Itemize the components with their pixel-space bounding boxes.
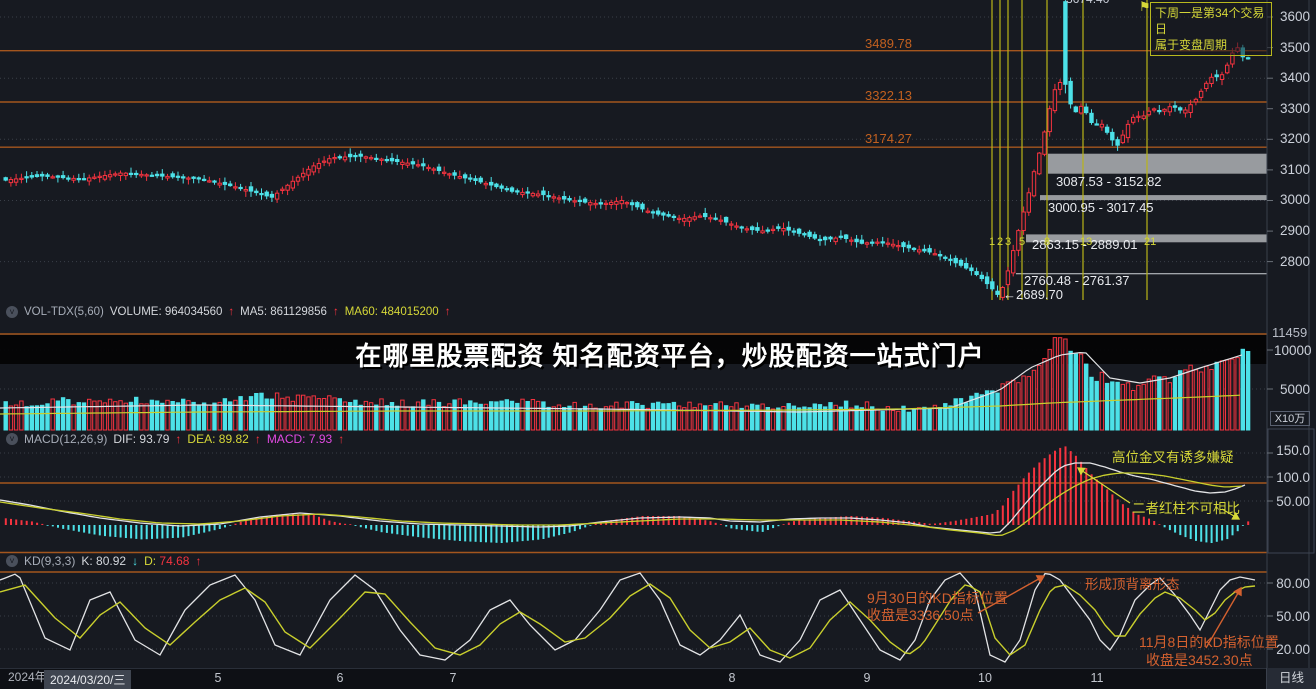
volume-header[interactable]: ˅ VOL-TDX(5,60) VOLUME: 964034560 ↑ MA5:… bbox=[6, 306, 450, 318]
month-tick-label: 8 bbox=[728, 671, 736, 685]
kd-annotation-3-line1: 11月8日的KD指标位置 bbox=[1139, 634, 1279, 650]
price-tick-label: 3100 bbox=[1279, 162, 1310, 177]
kd-tick-label: 20.00 bbox=[1276, 642, 1310, 657]
current-date-box[interactable]: 2024/03/20/三 bbox=[44, 670, 132, 689]
volume-ma60: MA60: 484015200 bbox=[344, 306, 439, 318]
up-arrow-icon: ↑ bbox=[195, 554, 202, 568]
kd-annotation-1-line1: 9月30日的KD指标位置 bbox=[867, 590, 1008, 606]
price-tick-label: 3000 bbox=[1279, 192, 1310, 207]
macd-value: MACD: 7.93 bbox=[266, 432, 333, 446]
spike-high-label: 3674.40 bbox=[1066, 0, 1109, 7]
kd-annotation-2: 形成顶背离形态 bbox=[1085, 577, 1180, 592]
gap-zone-label: 3000.95 - 3017.45 bbox=[1048, 200, 1154, 215]
fib-count-label: 2 bbox=[997, 236, 1004, 248]
price-tick-label: 2800 bbox=[1279, 254, 1310, 269]
volume-tick: 10000 bbox=[1274, 343, 1312, 358]
volume-indicator-name: VOL-TDX(5,60) bbox=[24, 306, 104, 318]
collapse-icon[interactable]: ˅ bbox=[6, 433, 18, 445]
month-tick-label: 9 bbox=[863, 671, 871, 685]
period-selector[interactable]: 日线 bbox=[1266, 668, 1316, 689]
kd-indicator-name: KD(9,3,3) bbox=[24, 554, 76, 568]
kd-d: D: 74.68 bbox=[144, 554, 190, 568]
support-range-label: 2760.48 - 2761.37 bbox=[1024, 273, 1130, 288]
macd-annotation-1: 高位金叉有诱多嫌疑 bbox=[1112, 450, 1234, 465]
kd-annotation-1-line2: 收盘是3336.50点 bbox=[867, 607, 974, 623]
macd-tick-label: 100.0 bbox=[1276, 470, 1310, 485]
down-arrow-icon: ↓ bbox=[132, 554, 139, 568]
gap-zone-label: 2863.15 - 2889.01 bbox=[1032, 237, 1138, 252]
price-level-label: 3322.13 bbox=[865, 88, 912, 103]
kd-k: K: 80.92 bbox=[81, 554, 127, 568]
price-tick-label: 3500 bbox=[1279, 40, 1310, 55]
price-tick-label: 3600 bbox=[1279, 9, 1310, 24]
gap-zone-label: 3087.53 - 3152.82 bbox=[1056, 174, 1162, 189]
fib-count-label: 13 bbox=[1080, 236, 1093, 248]
up-arrow-icon: ↑ bbox=[338, 432, 345, 446]
annotation-note-box[interactable]: 下周一是第34个交易日 属于变盘周期 bbox=[1150, 2, 1272, 56]
kd-annotation-3-line2: 收盘是3452.30点 bbox=[1146, 652, 1253, 668]
low-price-label: ←2689.70 bbox=[1003, 287, 1063, 302]
price-tick-label: 3300 bbox=[1279, 101, 1310, 116]
volume-ma5: MA5: 861129856 bbox=[240, 306, 327, 318]
month-tick-label: 7 bbox=[449, 671, 457, 685]
macd-tick-label: 150.0 bbox=[1276, 443, 1310, 458]
up-arrow-icon: ↑ bbox=[175, 432, 182, 446]
fib-count-label: 1 bbox=[989, 236, 996, 248]
volume-max-label: 11459 bbox=[1272, 325, 1308, 340]
month-tick-label: 6 bbox=[336, 671, 344, 685]
price-tick-label: 3200 bbox=[1279, 131, 1310, 146]
macd-header[interactable]: ˅ MACD(12,26,9) DIF: 93.79 ↑ DEA: 89.82 … bbox=[6, 432, 344, 446]
collapse-icon[interactable]: ˅ bbox=[6, 306, 18, 318]
up-arrow-icon: ↑ bbox=[444, 306, 451, 318]
macd-annotation-2: 二者红柱不可相比 bbox=[1132, 501, 1240, 516]
price-tick-label: 2900 bbox=[1279, 223, 1310, 238]
flag-icon[interactable]: ⚑ bbox=[1139, 0, 1151, 14]
fib-count-label: 3 bbox=[1005, 236, 1012, 248]
watermark-banner: 在哪里股票配资 知名配资平台，炒股配资一站式门户 bbox=[355, 341, 985, 371]
macd-dea: DEA: 89.82 bbox=[187, 432, 249, 446]
up-arrow-icon: ↑ bbox=[254, 432, 261, 446]
macd-tick-label: 50.00 bbox=[1276, 494, 1310, 509]
year-label: 2024年 bbox=[8, 670, 47, 684]
collapse-icon[interactable]: ˅ bbox=[6, 555, 18, 567]
price-level-label: 3489.78 bbox=[865, 36, 912, 51]
kd-tick-label: 80.00 bbox=[1276, 576, 1310, 591]
month-tick-label: 10 bbox=[978, 671, 992, 685]
price-tick-label: 3400 bbox=[1279, 70, 1310, 85]
up-arrow-icon: ↑ bbox=[228, 306, 235, 318]
month-tick-label: 5 bbox=[214, 671, 222, 685]
note-box-line2: 属于变盘周期 bbox=[1155, 38, 1228, 52]
volume-unit-label: X10万 bbox=[1270, 411, 1310, 426]
macd-dif: DIF: 93.79 bbox=[113, 432, 170, 446]
time-axis-bar[interactable] bbox=[0, 668, 1316, 689]
price-level-label: 3174.27 bbox=[865, 131, 912, 146]
up-arrow-icon: ↑ bbox=[332, 306, 339, 318]
fib-count-label: 5 bbox=[1019, 236, 1026, 248]
note-box-line1: 下周一是第34个交易日 bbox=[1155, 6, 1265, 36]
macd-indicator-name: MACD(12,26,9) bbox=[24, 432, 108, 446]
volume-value: VOLUME: 964034560 bbox=[109, 306, 223, 318]
volume-tick: 5000 bbox=[1279, 382, 1310, 397]
fib-count-label: 21 bbox=[1144, 236, 1157, 248]
kd-header[interactable]: ˅ KD(9,3,3) K: 80.92 ↓ D: 74.68 ↑ bbox=[6, 554, 201, 568]
fib-count-label: 8 bbox=[1044, 236, 1051, 248]
month-tick-label: 11 bbox=[1090, 671, 1104, 685]
kd-tick-label: 50.00 bbox=[1276, 609, 1310, 624]
